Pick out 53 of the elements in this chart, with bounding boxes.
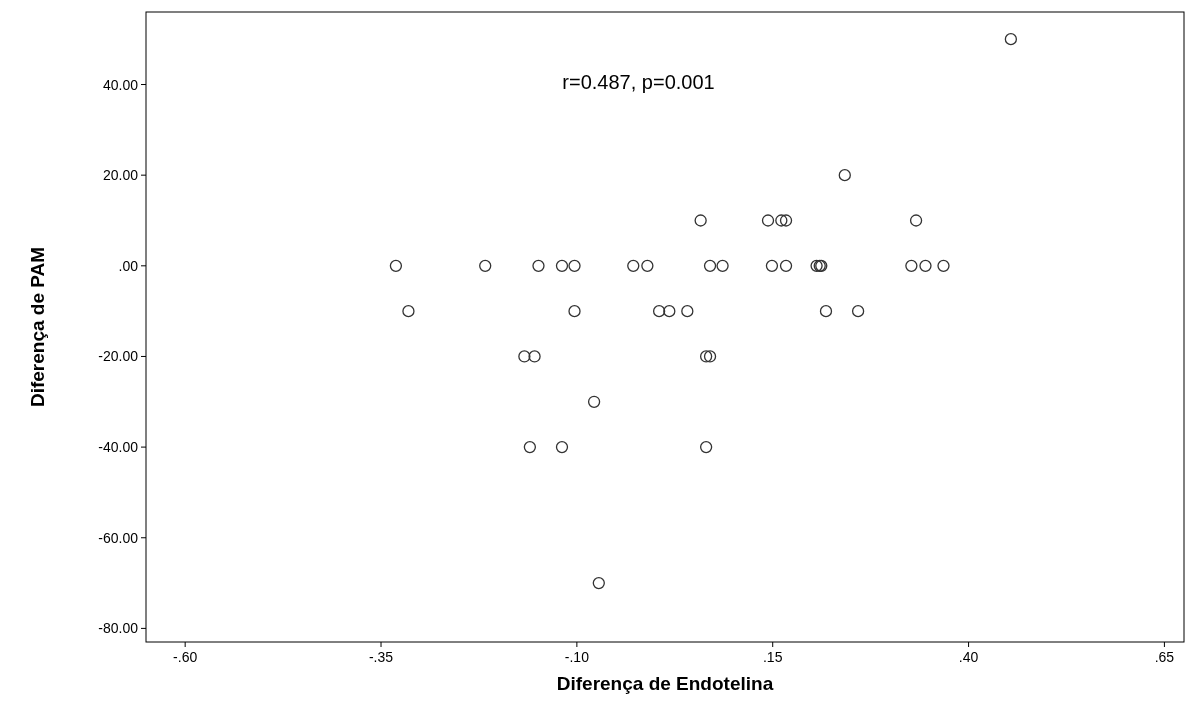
point: [681, 304, 694, 318]
point: [703, 350, 717, 363]
point: [779, 214, 793, 227]
x-tick-label: .40: [958, 649, 979, 665]
x-tick-label: .15: [762, 649, 783, 665]
point: [641, 259, 654, 272]
point: [909, 214, 923, 227]
point: [568, 259, 581, 272]
point: [699, 440, 713, 454]
y-tick-label: 40.00: [102, 76, 139, 93]
y-tick-label: -40.00: [98, 439, 139, 456]
y-tick-label: -20.00: [98, 348, 139, 365]
y-tick-label: .00: [118, 257, 139, 274]
y-tick-label: -80.00: [98, 620, 139, 637]
point: [761, 214, 775, 227]
point: [937, 259, 950, 272]
y-axis-title: Diferença de PAM: [27, 246, 48, 408]
point: [663, 304, 676, 318]
point: [1004, 33, 1018, 46]
point: [479, 259, 492, 272]
point: [779, 259, 793, 272]
x-tick-label: -.10: [564, 649, 590, 665]
point: [555, 259, 569, 272]
point: [523, 440, 537, 454]
point: [699, 350, 713, 363]
point: [905, 259, 918, 272]
point: [587, 395, 601, 408]
x-axis-title: Diferença de Endotelina: [556, 673, 774, 694]
point: [528, 350, 541, 363]
y-tick-label: -60.00: [98, 529, 139, 546]
point: [592, 576, 605, 590]
point: [532, 259, 545, 272]
annotation: r=0.487, p=0.001: [562, 70, 715, 93]
point: [765, 259, 779, 272]
point: [851, 304, 865, 318]
point: [402, 304, 415, 318]
point: [652, 304, 666, 318]
point: [703, 259, 717, 272]
point: [819, 304, 833, 318]
x-tick-label: .65: [1154, 649, 1175, 665]
point: [627, 259, 640, 272]
point: [716, 259, 729, 272]
point: [555, 440, 569, 454]
y-tick-label: 20.00: [102, 167, 139, 184]
point: [518, 350, 531, 363]
point: [694, 214, 707, 227]
x-tick-label: -.60: [173, 649, 198, 665]
x-tick-label: -.35: [368, 649, 394, 665]
point: [568, 304, 581, 318]
point: [775, 214, 788, 227]
point: [919, 259, 932, 272]
point: [838, 169, 851, 182]
point: [389, 259, 403, 272]
